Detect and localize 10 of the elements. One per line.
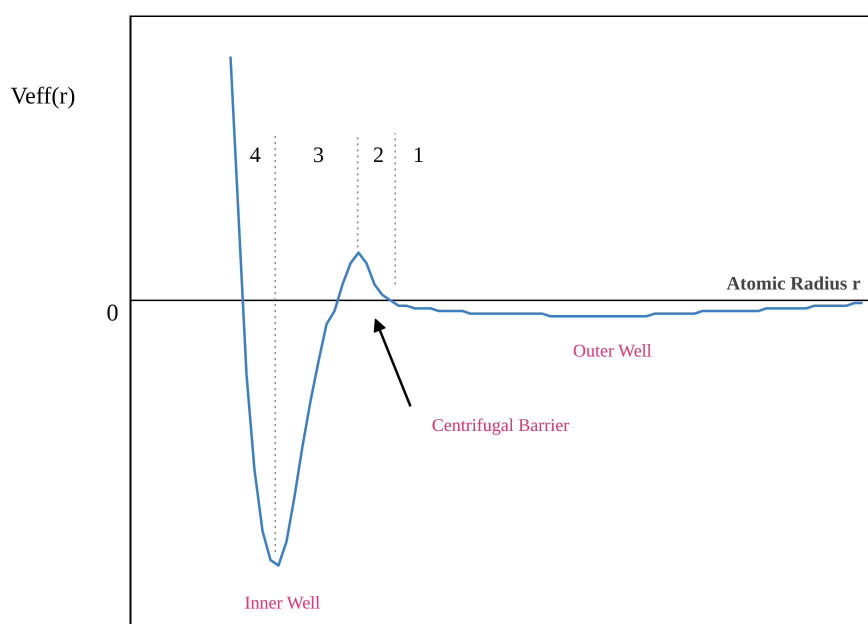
text: Inner Well — [244, 592, 320, 613]
text: 0 — [106, 300, 118, 326]
annotation: 2 — [373, 142, 384, 168]
annotation: 4 — [250, 142, 261, 168]
annotation: Centrifugal Barrier — [432, 414, 570, 435]
x-axis-title: Atomic Radius r — [726, 273, 862, 294]
annotation: 1 — [413, 142, 424, 168]
annotation: 3 — [313, 142, 324, 168]
annotation: Outer Well — [572, 340, 652, 361]
text: Veff(r) — [10, 83, 76, 110]
